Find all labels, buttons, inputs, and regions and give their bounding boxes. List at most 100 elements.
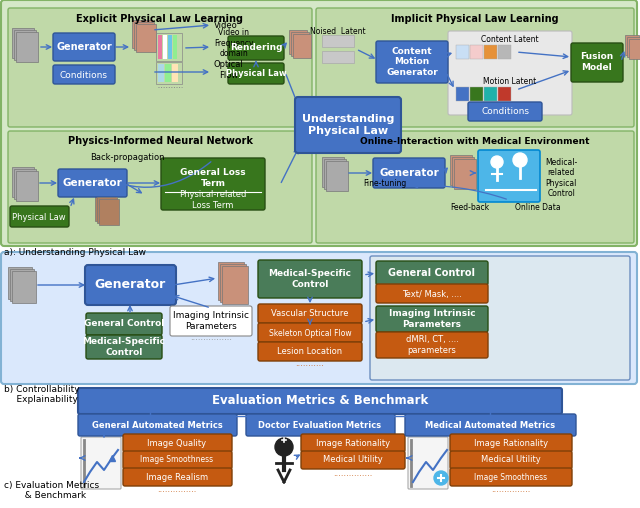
FancyBboxPatch shape (291, 32, 309, 56)
Text: c) Evaluation Metrics
   & Benchmark: c) Evaluation Metrics & Benchmark (4, 481, 99, 500)
Circle shape (434, 471, 448, 485)
FancyBboxPatch shape (99, 199, 119, 225)
FancyBboxPatch shape (571, 43, 623, 82)
FancyBboxPatch shape (10, 206, 69, 227)
Text: dMRI, CT, ....
parameters: dMRI, CT, .... parameters (406, 335, 458, 355)
FancyBboxPatch shape (450, 434, 572, 452)
FancyBboxPatch shape (322, 51, 354, 63)
FancyBboxPatch shape (316, 131, 634, 243)
FancyBboxPatch shape (218, 262, 244, 300)
Text: Online-Interaction with Medical Environment: Online-Interaction with Medical Environm… (360, 137, 589, 145)
FancyBboxPatch shape (498, 87, 511, 101)
Text: Physical Law: Physical Law (226, 70, 286, 79)
FancyBboxPatch shape (468, 102, 542, 121)
Text: Physical Law: Physical Law (12, 212, 66, 221)
Text: ...........: ........... (296, 359, 324, 367)
Text: Skeleton Optical Flow: Skeleton Optical Flow (269, 329, 351, 337)
Text: Image Quality: Image Quality (147, 438, 207, 448)
Text: Physical-related
Loss Term: Physical-related Loss Term (179, 190, 246, 210)
FancyBboxPatch shape (370, 256, 630, 380)
FancyBboxPatch shape (170, 306, 252, 336)
Text: Fusion
Model: Fusion Model (580, 52, 614, 72)
FancyBboxPatch shape (12, 271, 36, 303)
FancyBboxPatch shape (258, 260, 362, 298)
FancyBboxPatch shape (78, 414, 237, 436)
FancyBboxPatch shape (86, 335, 162, 359)
FancyBboxPatch shape (408, 437, 448, 489)
Text: Image Smoothness: Image Smoothness (140, 456, 214, 464)
FancyBboxPatch shape (295, 97, 401, 153)
Text: Vascular Structure: Vascular Structure (271, 309, 349, 319)
FancyBboxPatch shape (376, 41, 448, 83)
FancyBboxPatch shape (123, 468, 232, 486)
FancyBboxPatch shape (629, 39, 640, 59)
Text: General Control: General Control (84, 320, 164, 329)
FancyBboxPatch shape (456, 87, 469, 101)
Text: Online Data: Online Data (515, 203, 561, 211)
Text: Fine-tuning: Fine-tuning (364, 178, 406, 187)
FancyBboxPatch shape (373, 158, 445, 188)
FancyBboxPatch shape (454, 159, 476, 189)
FancyBboxPatch shape (123, 451, 232, 469)
Text: General Loss
Term: General Loss Term (180, 168, 246, 187)
FancyBboxPatch shape (484, 87, 497, 101)
Text: Implicit Physical Law Learning: Implicit Physical Law Learning (391, 14, 559, 24)
FancyBboxPatch shape (452, 157, 474, 187)
FancyBboxPatch shape (81, 437, 121, 489)
FancyBboxPatch shape (258, 342, 362, 361)
FancyBboxPatch shape (484, 45, 497, 59)
Text: Image Rationality: Image Rationality (474, 438, 548, 448)
FancyBboxPatch shape (16, 32, 38, 62)
FancyBboxPatch shape (258, 323, 362, 342)
Text: Rendering: Rendering (230, 44, 282, 52)
Text: Generator: Generator (379, 168, 439, 178)
Text: ................: ................ (190, 333, 232, 342)
FancyBboxPatch shape (478, 150, 540, 202)
Text: Physics-Informed Neural Network: Physics-Informed Neural Network (67, 136, 253, 146)
Text: Generator: Generator (62, 178, 122, 188)
FancyBboxPatch shape (85, 265, 176, 305)
Circle shape (275, 438, 293, 456)
FancyBboxPatch shape (301, 451, 405, 469)
FancyBboxPatch shape (448, 31, 572, 115)
FancyBboxPatch shape (134, 22, 154, 50)
FancyBboxPatch shape (158, 35, 162, 59)
FancyBboxPatch shape (326, 161, 348, 191)
FancyBboxPatch shape (14, 30, 36, 60)
FancyBboxPatch shape (86, 313, 162, 335)
FancyBboxPatch shape (78, 388, 562, 414)
FancyBboxPatch shape (498, 45, 511, 59)
FancyBboxPatch shape (470, 87, 483, 101)
Text: ...............: ............... (157, 485, 196, 493)
FancyBboxPatch shape (132, 20, 152, 48)
Text: Video: Video (214, 20, 237, 29)
Text: Explicit Physical Law Learning: Explicit Physical Law Learning (77, 14, 243, 24)
FancyBboxPatch shape (172, 64, 178, 82)
Text: Evaluation Metrics & Benchmark: Evaluation Metrics & Benchmark (212, 395, 428, 407)
Text: Medical-
related
Physical
Control: Medical- related Physical Control (545, 158, 577, 198)
FancyBboxPatch shape (456, 45, 469, 59)
Text: Doctor Evaluation Metrics: Doctor Evaluation Metrics (259, 421, 381, 429)
Text: Conditions: Conditions (481, 107, 529, 115)
Text: Noised  Latent: Noised Latent (310, 27, 366, 37)
Text: Generator: Generator (56, 42, 112, 52)
FancyBboxPatch shape (158, 64, 164, 82)
FancyBboxPatch shape (322, 157, 344, 187)
Text: Optical
Flow: Optical Flow (214, 60, 244, 80)
Text: Back-propagation: Back-propagation (90, 153, 164, 163)
Text: ...............: ............... (492, 485, 531, 493)
FancyBboxPatch shape (165, 64, 171, 82)
FancyBboxPatch shape (8, 8, 312, 127)
FancyBboxPatch shape (58, 169, 127, 197)
Circle shape (491, 156, 503, 168)
FancyBboxPatch shape (450, 155, 472, 185)
FancyBboxPatch shape (625, 35, 639, 55)
Text: General Automated Metrics: General Automated Metrics (92, 421, 222, 429)
FancyBboxPatch shape (322, 35, 354, 47)
FancyBboxPatch shape (405, 414, 576, 436)
FancyBboxPatch shape (228, 36, 284, 60)
FancyBboxPatch shape (161, 158, 265, 210)
FancyBboxPatch shape (220, 264, 246, 302)
FancyBboxPatch shape (627, 37, 640, 57)
FancyBboxPatch shape (450, 468, 572, 486)
